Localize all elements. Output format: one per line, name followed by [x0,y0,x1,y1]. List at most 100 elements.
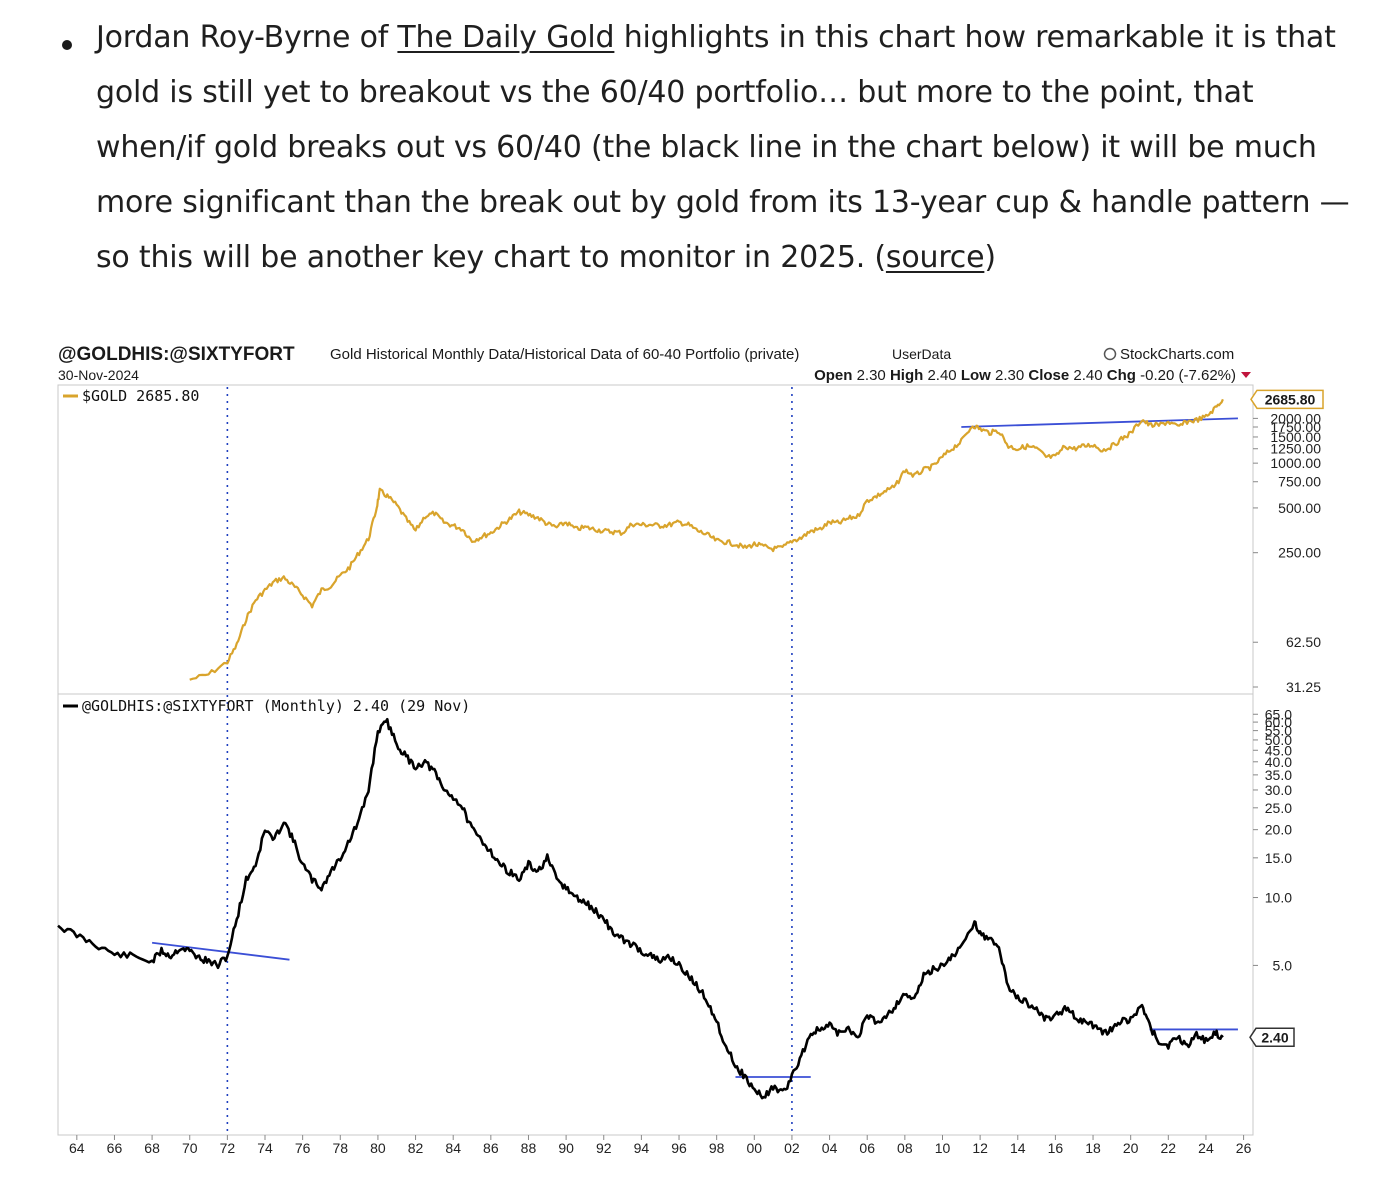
year-tick-label: 88 [521,1140,537,1156]
year-tick-label: 04 [822,1140,838,1156]
gold-legend: $GOLD 2685.80 [63,387,199,405]
year-tick-label: 74 [257,1140,273,1156]
ratio-tick-label: 30.0 [1265,782,1292,798]
gold-last-value-badge: 2685.80 [1250,389,1324,410]
ratio-trendline [151,941,290,961]
year-tick-label: 26 [1236,1140,1252,1156]
ratio-tick-label: 45.0 [1265,742,1292,758]
year-tick-label: 82 [408,1140,424,1156]
gold-legend-label: $GOLD 2685.80 [82,387,199,405]
year-tick-label: 18 [1085,1140,1101,1156]
ratio-tick-label: 10.0 [1265,890,1292,906]
open-value: 2.30 [857,367,886,384]
ratio-tick-label: 15.0 [1265,850,1292,866]
year-tick-label: 22 [1161,1140,1177,1156]
ratio-legend-label: @GOLDHIS:@SIXTYFORT (Monthly) 2.40 (29 N… [82,697,470,715]
text-part-2: highlights in this chart how remarkable … [96,20,1350,275]
year-tick-label: 64 [69,1140,85,1156]
ratio-tick-label: 55.0 [1265,723,1292,739]
gold-vs-6040-chart: @GOLDHIS:@SIXTYFORT Gold Historical Mont… [57,344,1324,1156]
gold-tick-label: 250.00 [1278,545,1321,561]
year-tick-label: 98 [709,1140,725,1156]
year-tick-label: 72 [220,1140,236,1156]
trendlines [151,417,1238,1078]
chg-label: Chg [1107,367,1136,384]
year-tick-label: 94 [634,1140,650,1156]
gold-last-value-box [1250,389,1324,410]
chg-value: -0.20 (-7.62%) [1140,367,1236,384]
year-tick-label: 12 [972,1140,988,1156]
ratio-tick-label: 40.0 [1265,754,1292,770]
close-value: 2.40 [1073,367,1102,384]
ratio-tick-label: 20.0 [1265,822,1292,838]
ratio-tick-label: 35.0 [1265,767,1292,783]
gold-tick-label: 1500.00 [1270,429,1321,445]
gold-tick-label: 31.25 [1286,679,1321,695]
gold-tick-label: 500.00 [1278,500,1321,516]
year-tick-label: 80 [370,1140,386,1156]
ratio-tick-label: 5.0 [1273,957,1293,973]
year-tick-label: 00 [747,1140,763,1156]
high-label: High [890,367,923,384]
text-part-3: ) [984,240,996,275]
year-tick-label: 10 [935,1140,951,1156]
gold-6040-ratio-line [57,717,1224,1100]
year-tick-label: 02 [784,1140,800,1156]
year-tick-label: 84 [445,1140,461,1156]
chart-date: 30-Nov-2024 [58,367,139,383]
ohlc-readout: Open 2.30 High 2.40 Low 2.30 Close 2.40 … [814,367,1236,384]
chart-symbol: @GOLDHIS:@SIXTYFORT [58,344,295,365]
gold-tick-label: 2000.00 [1270,410,1321,426]
year-tick-label: 66 [107,1140,123,1156]
gold-tick-label: 1750.00 [1270,419,1321,435]
chart-userdata: UserData [892,346,951,362]
commentary-text: Jordan Roy-Byrne of The Daily Gold highl… [96,10,1366,285]
year-tick-label: 20 [1123,1140,1139,1156]
year-tick-label: 68 [144,1140,160,1156]
low-label: Low [961,367,991,384]
ratio-last-value: 2.40 [1261,1029,1288,1045]
ratio-last-value-box [1249,1027,1295,1048]
open-label: Open [814,367,852,384]
year-tick-label: 08 [897,1140,913,1156]
source-link[interactable]: source [885,240,985,275]
ratio-axis-ticks: 65.060.055.050.045.040.035.030.0 25.0 20.0… [1253,706,1292,973]
ratio-tick-label: 25.0 [1265,800,1292,816]
plot-frame [57,384,1254,1136]
daily-gold-link[interactable]: The Daily Gold [397,20,615,55]
gold-tick-label: 1250.00 [1270,441,1321,457]
year-tick-label: 92 [596,1140,612,1156]
gold-price-line [189,398,1224,681]
stockcharts-logo: StockCharts.com [1103,346,1234,363]
gold-last-value: 2685.80 [1265,391,1316,407]
chart-description: Gold Historical Monthly Data/Historical … [330,346,799,363]
year-tick-label: 90 [558,1140,574,1156]
gold-tick-label: 1000.00 [1270,455,1321,471]
chg-down-arrow-icon [1241,372,1251,378]
bullet-icon [62,40,72,50]
year-tick-label: 76 [295,1140,311,1156]
year-tick-label: 78 [332,1140,348,1156]
stockcharts-watermark: StockCharts.com [1120,346,1234,363]
ratio-tick-label: 50.0 [1265,732,1292,748]
low-value: 2.30 [995,367,1024,384]
copyright-icon [1103,347,1117,361]
ratio-tick-label: 65.0 [1265,706,1292,722]
gold-resistance-trendline [961,417,1238,428]
year-tick-label: 06 [859,1140,875,1156]
year-axis-ticks: 64 66 68 70 72 74 76 78 80 82 84 86 88 90 92 94 96 98 00 02… [69,1135,1252,1156]
year-tick-label: 14 [1010,1140,1026,1156]
year-tick-label: 96 [671,1140,687,1156]
high-value: 2.40 [927,367,956,384]
text-part-1: Jordan Roy-Byrne of [96,20,398,55]
ratio-tick-label: 60.0 [1265,714,1292,730]
ratio-legend: @GOLDHIS:@SIXTYFORT (Monthly) 2.40 (29 N… [63,697,470,715]
close-label: Close [1028,367,1069,384]
year-tick-label: 16 [1048,1140,1064,1156]
year-tick-label: 24 [1198,1140,1214,1156]
vertical-markers [226,387,793,1133]
year-tick-label: 70 [182,1140,198,1156]
gold-tick-label: 62.50 [1286,634,1321,650]
ratio-last-value-badge: 2.40 [1249,1027,1295,1048]
